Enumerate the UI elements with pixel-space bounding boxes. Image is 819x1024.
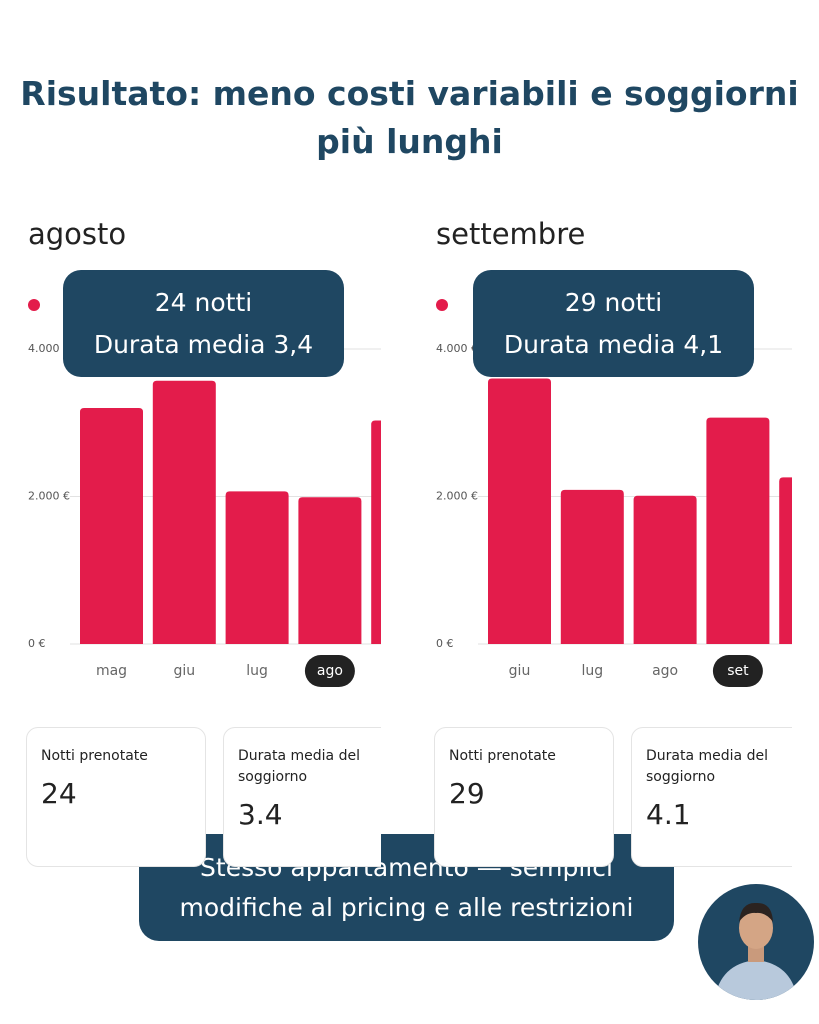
stat-label: Durata media del soggiorno xyxy=(646,748,768,785)
selected-pill xyxy=(304,655,355,687)
stat-card: Notti prenotate 29 xyxy=(434,727,614,867)
overlay-line: 29 notti xyxy=(564,288,663,317)
chart: agosto 0 € 2.000 € 4.000 € mag giu lug ago xyxy=(28,217,381,687)
bar xyxy=(633,495,697,644)
x-tick-label: set xyxy=(727,663,749,679)
bar xyxy=(706,417,770,644)
x-tick-label: giu xyxy=(509,663,531,679)
stat-label: Notti prenotate xyxy=(41,748,148,764)
bar xyxy=(152,380,216,644)
overlay-line: 24 notti xyxy=(154,288,253,317)
x-tick-label: lug xyxy=(581,663,603,679)
y-tick-label: 2.000 € xyxy=(436,490,478,503)
selected-pill xyxy=(712,655,763,687)
stat-label: Notti prenotate xyxy=(449,748,556,764)
chart-title: agosto xyxy=(28,217,126,251)
x-tick-label: ago xyxy=(317,663,343,679)
stat-value: 4.1 xyxy=(646,798,691,831)
heading-line: Risultato: meno costi variabili e soggio… xyxy=(20,74,799,113)
y-tick-label: 2.000 € xyxy=(28,490,70,503)
overlay-line: Durata media 3,4 xyxy=(93,330,314,359)
legend-marker xyxy=(436,299,448,311)
heading-line: più lunghi xyxy=(316,122,503,161)
stat-label: Durata media del soggiorno xyxy=(238,748,360,785)
bar xyxy=(298,497,362,644)
bar xyxy=(560,489,624,644)
stat-card: Notti prenotate 24 xyxy=(26,727,206,867)
y-tick-label: 0 € xyxy=(28,637,46,650)
bar xyxy=(779,477,792,644)
x-tick-label: lug xyxy=(246,663,268,679)
stat-value: 24 xyxy=(41,777,77,810)
overlay: 24 notti Durata media 3,4 xyxy=(63,270,344,377)
panel: agosto 0 € 2.000 € 4.000 € mag giu lug ago Notti… xyxy=(0,200,381,880)
stat-card: Durata media del soggiorno 3.4 xyxy=(223,727,381,867)
bar xyxy=(488,378,551,644)
y-tick-label: 0 € xyxy=(436,637,454,650)
y-tick-label: 4.000 € xyxy=(28,342,70,355)
banner-line: modifiche al pricing e alle restrizioni xyxy=(179,893,634,922)
overlay: 29 notti Durata media 4,1 xyxy=(473,270,754,377)
stat-value: 3.4 xyxy=(238,798,283,831)
x-tick-label: ago xyxy=(652,663,678,679)
stat-value: 29 xyxy=(449,777,485,810)
legend-marker xyxy=(28,299,40,311)
x-tick-label: mag xyxy=(96,663,127,679)
bar xyxy=(371,420,381,644)
y-tick-label: 4.000 € xyxy=(436,342,478,355)
chart-title: settembre xyxy=(436,217,585,251)
stat-card: Durata media del soggiorno 4.1 xyxy=(631,727,792,867)
avatar xyxy=(698,884,814,1000)
overlay-line: Durata media 4,1 xyxy=(503,330,724,359)
x-tick-label: giu xyxy=(173,663,195,679)
bar xyxy=(225,491,289,644)
heading: Risultato: meno costi variabili e soggio… xyxy=(0,70,819,166)
bar xyxy=(80,408,143,644)
